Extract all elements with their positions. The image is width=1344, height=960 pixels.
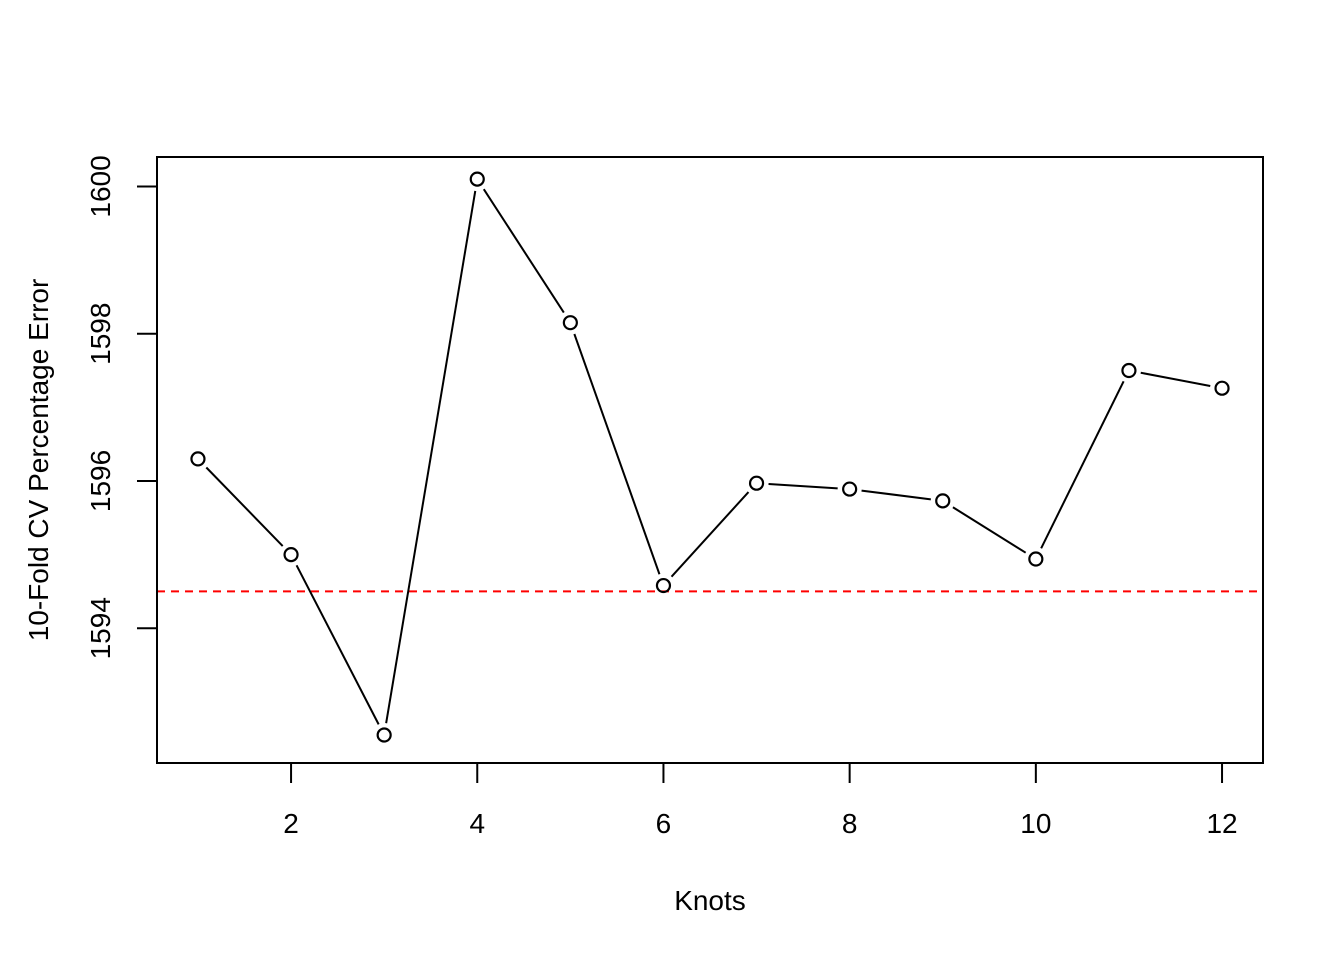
y-axis-title: 10-Fold CV Percentage Error	[23, 279, 54, 642]
y-tick-label: 1600	[85, 155, 116, 217]
data-point	[469, 171, 485, 187]
series-segment	[573, 333, 661, 575]
series-segment	[1140, 371, 1211, 387]
data-point	[1028, 551, 1044, 567]
x-tick-label: 4	[469, 808, 485, 839]
y-axis: 1594 1596 1598 1600	[85, 155, 158, 659]
x-tick-label: 2	[283, 808, 299, 839]
data-point	[562, 315, 578, 331]
data-point	[1214, 380, 1230, 396]
data-point	[190, 451, 206, 467]
series-segment	[952, 506, 1027, 554]
series-segment	[385, 190, 477, 724]
y-tick-label: 1598	[85, 303, 116, 365]
series-segment	[670, 491, 750, 578]
x-tick-label: 12	[1206, 808, 1237, 839]
series-segment	[295, 564, 380, 725]
x-tick-label: 10	[1020, 808, 1051, 839]
data-point	[283, 547, 299, 563]
x-axis: 2 4 6 8 10 12	[283, 762, 1238, 839]
y-tick-label: 1594	[85, 597, 116, 659]
data-point	[842, 481, 858, 497]
series-segment	[205, 466, 284, 547]
series-layer	[190, 171, 1230, 743]
data-point	[376, 727, 392, 743]
series-segment	[768, 482, 838, 490]
x-tick-label: 8	[842, 808, 858, 839]
data-point	[935, 493, 951, 509]
series-segment	[1040, 380, 1125, 549]
x-tick-label: 6	[656, 808, 672, 839]
y-tick-label: 1596	[85, 450, 116, 512]
data-point	[748, 475, 765, 491]
x-axis-title: Knots	[674, 885, 746, 916]
series-segment	[861, 489, 931, 501]
plot-frame	[156, 156, 1264, 764]
data-point	[1121, 362, 1137, 379]
series-segment	[482, 188, 565, 314]
data-point	[655, 577, 672, 594]
